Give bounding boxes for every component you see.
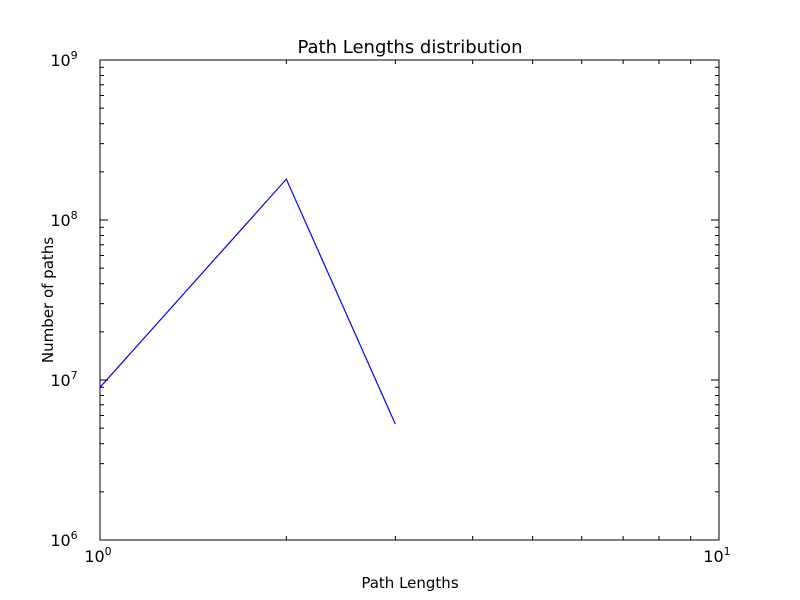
chart-title: Path Lengths distribution <box>297 37 522 58</box>
y-tick-label: 107 <box>50 369 77 390</box>
y-tick-label: 108 <box>50 209 77 230</box>
plot-frame <box>99 59 720 541</box>
x-tick-label: 100 <box>84 545 111 566</box>
y-axis-label: Number of paths <box>39 237 57 363</box>
x-axis-label: Path Lengths <box>361 574 458 592</box>
y-tick-label: 106 <box>50 529 77 550</box>
y-tick-label: 109 <box>50 49 77 70</box>
plot-area: 100 101 106 107 108 109 <box>50 49 730 566</box>
series-line-0 <box>99 178 396 425</box>
x-tick-label: 101 <box>703 545 730 566</box>
